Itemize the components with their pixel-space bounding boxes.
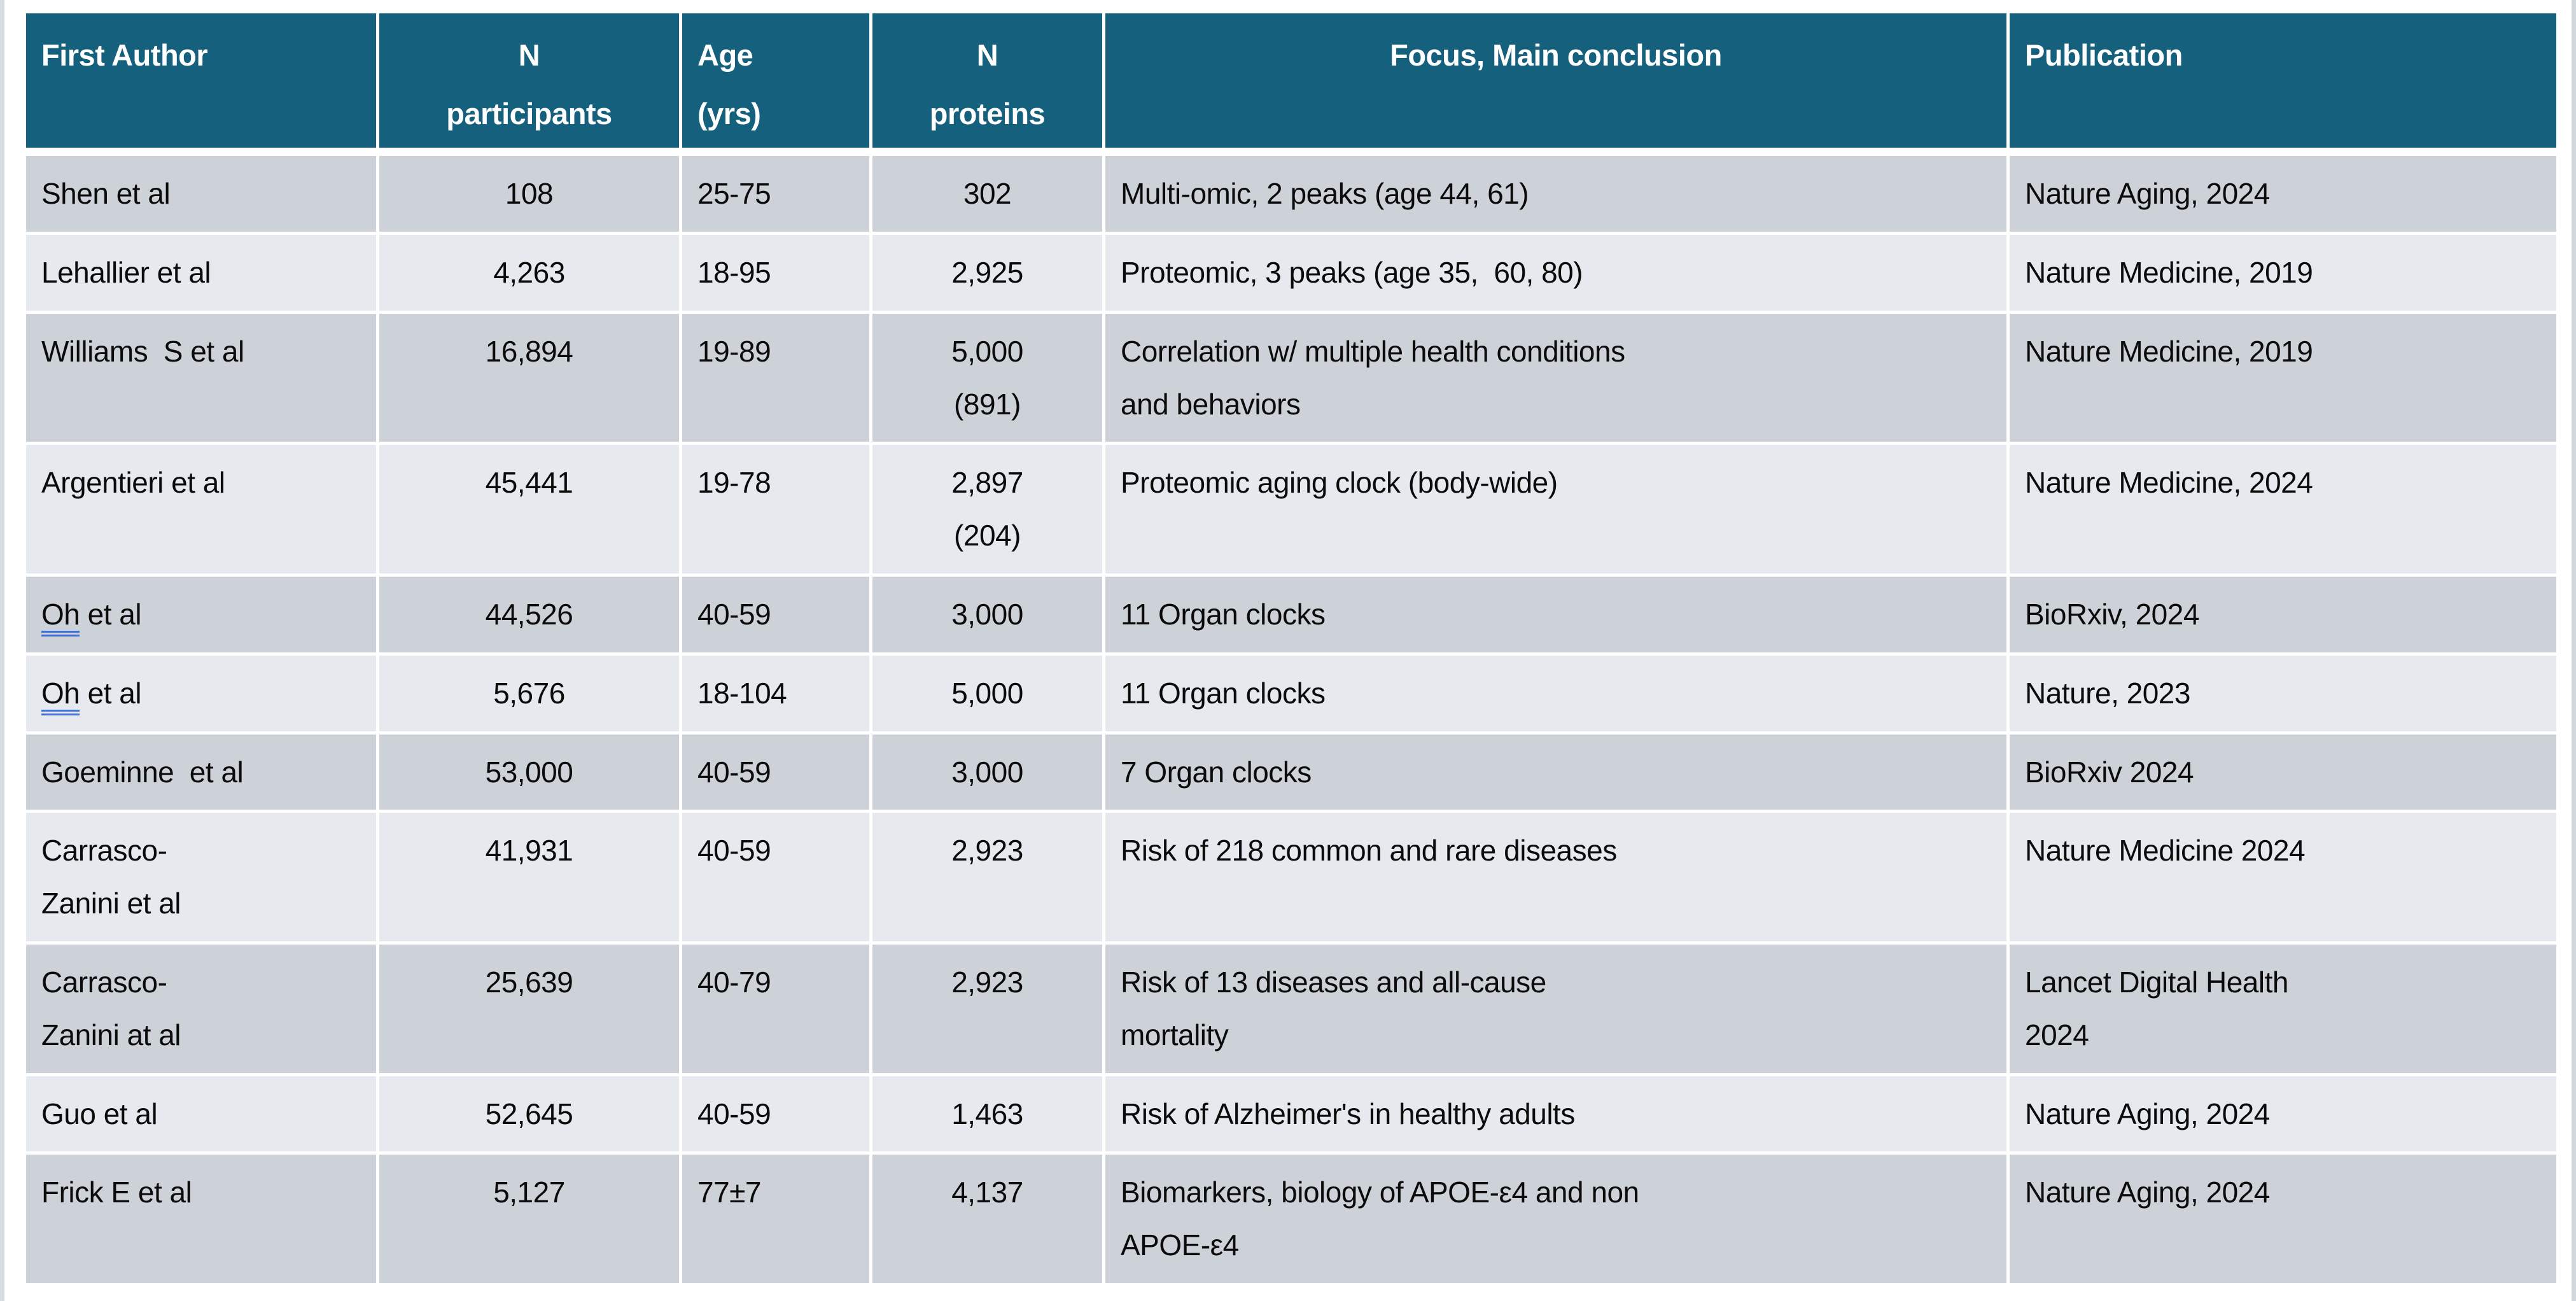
cell-n-participants: 45,441: [376, 442, 682, 577]
cell-first-author: Carrasco- Zanini et al: [23, 810, 379, 945]
cell-first-author: Guo et al: [23, 1072, 379, 1155]
cell-focus: 11 Organ clocks: [1102, 573, 2010, 656]
table-row: Guo et al 52,645 40-59 1,463 Risk of Alzheim…: [23, 1072, 2559, 1155]
cell-publication: Nature Medicine, 2019: [2006, 232, 2559, 314]
cell-focus: 7 Organ clocks: [1102, 731, 2010, 813]
cell-n-proteins: 302: [869, 150, 1105, 236]
header-first-author: First Author: [23, 10, 379, 157]
cell-age: 40-59: [679, 573, 872, 656]
cell-age: 18-104: [679, 652, 872, 735]
cell-n-proteins: 5,000: [869, 652, 1105, 735]
cell-age: 18-95: [679, 232, 872, 314]
cell-publication: Nature Medicine 2024: [2006, 810, 2559, 945]
cell-age: 40-59: [679, 1072, 872, 1155]
cell-first-author: Goeminne et al: [23, 731, 379, 813]
cell-publication: Nature Medicine, 2024: [2006, 442, 2559, 577]
cell-age: 40-59: [679, 731, 872, 813]
cell-focus: Correlation w/ multiple health condition…: [1102, 310, 2010, 446]
cell-n-participants: 5,127: [376, 1151, 682, 1287]
cell-age: 77±7: [679, 1151, 872, 1287]
proteomic-studies-table: First Author N participants Age (yrs) N …: [23, 10, 2559, 1287]
cell-n-participants: 41,931: [376, 810, 682, 945]
table-row: Argentieri et al 45,441 19-78 2,897 (204) Pr…: [23, 442, 2559, 577]
table-row: Shen et al 108 25-75 302 Multi-omic, 2 peaks…: [23, 150, 2559, 236]
cell-publication: BioRxiv, 2024: [2006, 573, 2559, 656]
cell-focus: Multi-omic, 2 peaks (age 44, 61): [1102, 150, 2010, 236]
table-row: Oh et al 44,526 40-59 3,000 11 Organ clocks B…: [23, 573, 2559, 656]
table-row: Carrasco- Zanini et al 41,931 40-59 2,923 Ri…: [23, 810, 2559, 945]
cell-focus: Proteomic, 3 peaks (age 35, 60, 80): [1102, 232, 2010, 314]
cell-focus: Biomarkers, biology of APOE-ε4 and non A…: [1102, 1151, 2010, 1287]
cell-n-proteins: 2,923: [869, 810, 1105, 945]
cell-focus: Risk of 13 diseases and all-cause mortal…: [1102, 941, 2010, 1076]
cell-first-author: Lehallier et al: [23, 232, 379, 314]
cell-publication: Nature Aging, 2024: [2006, 150, 2559, 236]
cell-focus: 11 Organ clocks: [1102, 652, 2010, 735]
cell-focus: Risk of 218 common and rare diseases: [1102, 810, 2010, 945]
cell-n-participants: 16,894: [376, 310, 682, 446]
cell-first-author: Frick E et al: [23, 1151, 379, 1287]
cell-first-author: Carrasco- Zanini at al: [23, 941, 379, 1076]
table-row: Carrasco- Zanini at al 25,639 40-79 2,923 Ri…: [23, 941, 2559, 1076]
cell-publication: Nature Aging, 2024: [2006, 1151, 2559, 1287]
cell-first-author: Oh et al: [23, 573, 379, 656]
cell-n-proteins: 2,923: [869, 941, 1105, 1076]
screen-edge-right: [2572, 0, 2576, 1301]
cell-n-proteins: 3,000: [869, 731, 1105, 813]
cell-focus: Proteomic aging clock (body-wide): [1102, 442, 2010, 577]
header-n-participants: N participants: [376, 10, 682, 157]
table-row: Frick E et al 5,127 77±7 4,137 Biomarkers, b…: [23, 1151, 2559, 1287]
cell-publication: Nature Medicine, 2019: [2006, 310, 2559, 446]
cell-n-participants: 44,526: [376, 573, 682, 656]
table-row: Lehallier et al 4,263 18-95 2,925 Proteomic,…: [23, 232, 2559, 314]
cell-age: 19-89: [679, 310, 872, 446]
table-row: Williams S et al 16,894 19-89 5,000 (891) Co…: [23, 310, 2559, 446]
cell-first-author: Argentieri et al: [23, 442, 379, 577]
cell-first-author: Oh et al: [23, 652, 379, 735]
cell-n-proteins: 4,137: [869, 1151, 1105, 1287]
cell-first-author: Shen et al: [23, 150, 379, 236]
cell-first-author: Williams S et al: [23, 310, 379, 446]
screen-edge-left: [0, 0, 4, 1301]
cell-n-participants: 108: [376, 150, 682, 236]
table-body: Shen et al 108 25-75 302 Multi-omic, 2 peaks…: [23, 150, 2559, 1287]
cell-n-participants: 5,676: [376, 652, 682, 735]
cell-n-proteins: 5,000 (891): [869, 310, 1105, 446]
cell-n-participants: 25,639: [376, 941, 682, 1076]
header-focus: Focus, Main conclusion: [1102, 10, 2010, 157]
cell-n-proteins: 2,897 (204): [869, 442, 1105, 577]
cell-n-participants: 53,000: [376, 731, 682, 813]
grammar-underlined-text: Oh: [41, 676, 80, 715]
cell-age: 19-78: [679, 442, 872, 577]
cell-n-participants: 4,263: [376, 232, 682, 314]
table-header: First Author N participants Age (yrs) N …: [23, 10, 2559, 157]
grammar-underlined-text: Oh: [41, 598, 80, 637]
header-age: Age (yrs): [679, 10, 872, 157]
cell-publication: Nature, 2023: [2006, 652, 2559, 735]
table-row: Goeminne et al 53,000 40-59 3,000 7 Organ cl…: [23, 731, 2559, 813]
cell-n-participants: 52,645: [376, 1072, 682, 1155]
cell-n-proteins: 2,925: [869, 232, 1105, 314]
cell-age: 25-75: [679, 150, 872, 236]
header-publication: Publication: [2006, 10, 2559, 157]
cell-publication: Nature Aging, 2024: [2006, 1072, 2559, 1155]
cell-n-proteins: 1,463: [869, 1072, 1105, 1155]
cell-focus: Risk of Alzheimer's in healthy adults: [1102, 1072, 2010, 1155]
cell-publication: BioRxiv 2024: [2006, 731, 2559, 813]
cell-n-proteins: 3,000: [869, 573, 1105, 656]
cell-age: 40-79: [679, 941, 872, 1076]
header-n-proteins: N proteins: [869, 10, 1105, 157]
cell-publication: Lancet Digital Health 2024: [2006, 941, 2559, 1076]
cell-age: 40-59: [679, 810, 872, 945]
table-row: Oh et al 5,676 18-104 5,000 11 Organ clocks N…: [23, 652, 2559, 735]
